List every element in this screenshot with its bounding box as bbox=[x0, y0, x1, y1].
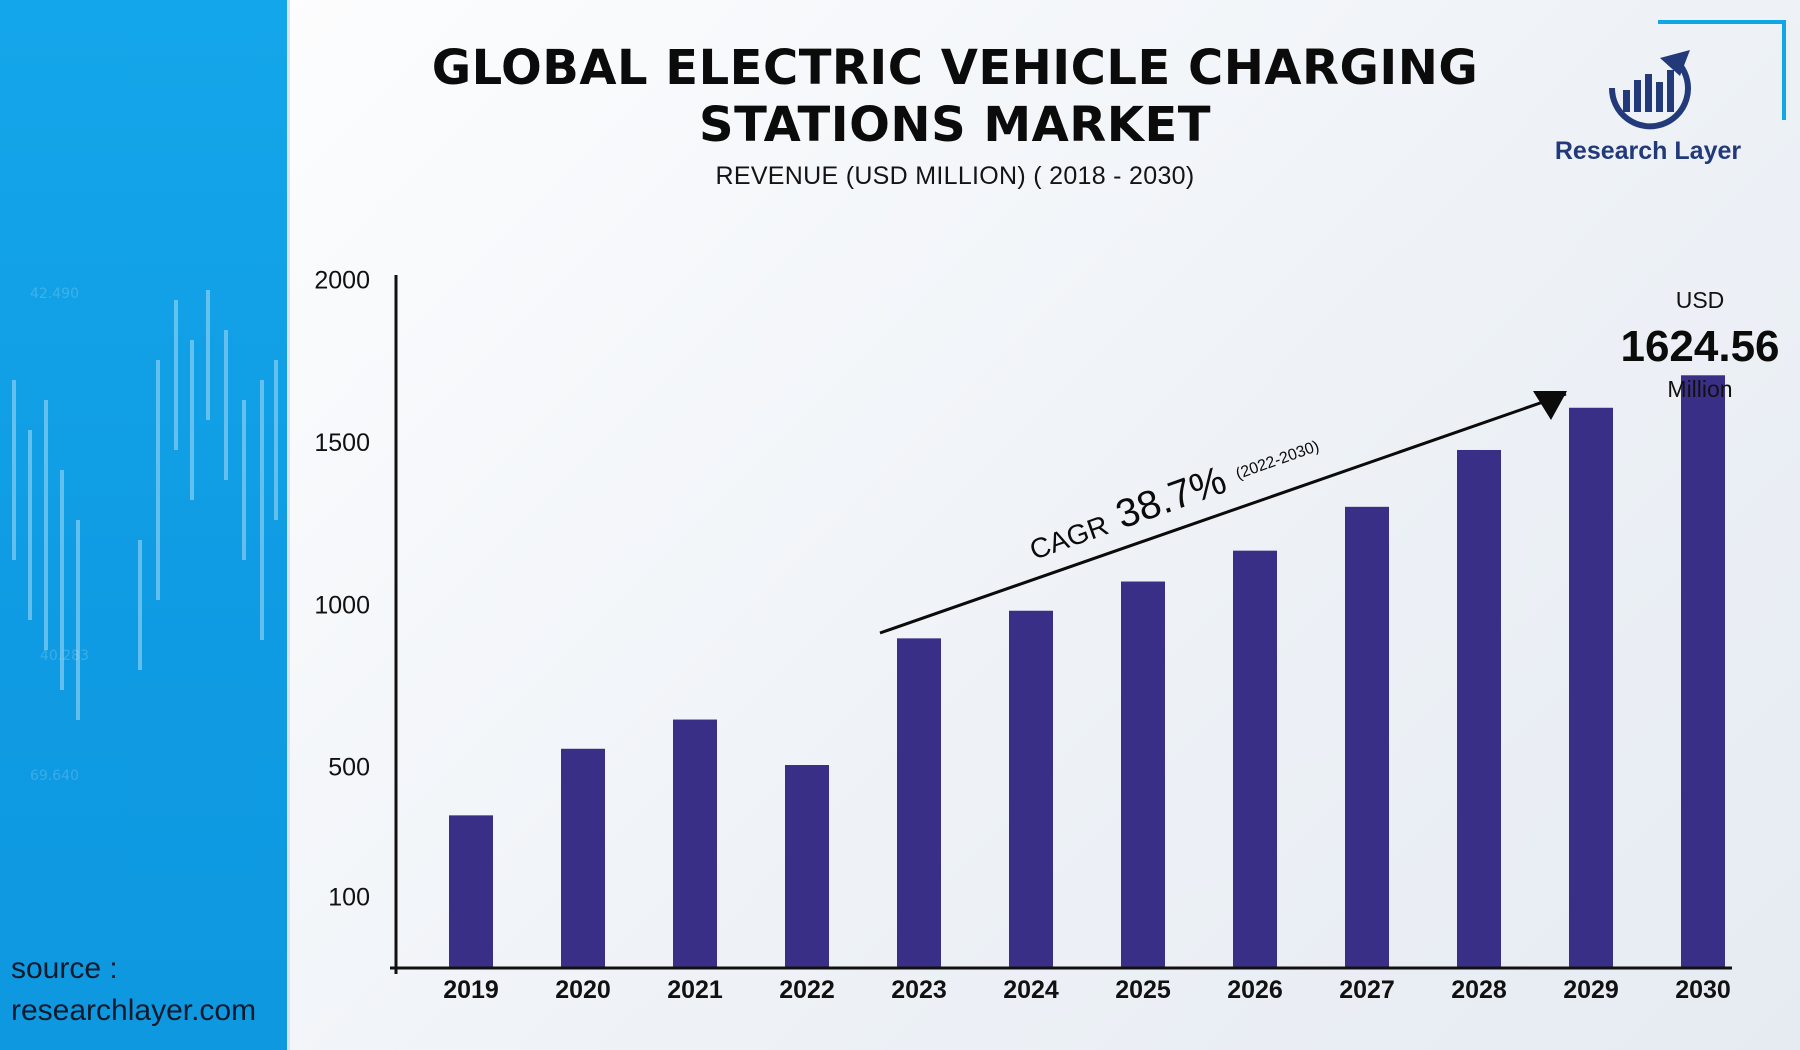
bar-2027 bbox=[1345, 506, 1389, 968]
callout-currency: USD bbox=[1675, 287, 1725, 313]
x-tick-label: 2028 bbox=[1451, 976, 1507, 1004]
x-tick-label: 2029 bbox=[1563, 976, 1619, 1004]
x-tick-label: 2027 bbox=[1339, 976, 1395, 1004]
y-tick-label: 500 bbox=[328, 754, 370, 782]
bar-2028 bbox=[1457, 449, 1501, 968]
x-tick-label: 2025 bbox=[1115, 976, 1171, 1004]
svg-text:69.640: 69.640 bbox=[30, 768, 79, 784]
callout-value: 1624.56 bbox=[1620, 322, 1780, 371]
cagr-text: CAGR 38.7% (2022-2030) bbox=[1022, 425, 1326, 569]
cagr-value: 38.7% bbox=[1110, 458, 1232, 537]
source-note: source : researchlayer.com bbox=[11, 948, 256, 1032]
bar-2030 bbox=[1681, 375, 1725, 969]
bar-2024 bbox=[1009, 610, 1053, 968]
bar-2025 bbox=[1121, 581, 1165, 968]
bar-chart-globe-icon bbox=[1608, 50, 1691, 130]
x-tick-label: 2021 bbox=[667, 976, 723, 1004]
brand-logo bbox=[1608, 20, 1786, 130]
x-tick-label: 2020 bbox=[555, 976, 611, 1004]
cagr-arrow-line bbox=[879, 392, 1567, 635]
x-tick-label: 2022 bbox=[779, 976, 835, 1004]
stock-chart-backdrop: 42.490 40.283 69.640 bbox=[12, 286, 278, 784]
x-tick-label: 2024 bbox=[1003, 976, 1059, 1004]
bar-2023 bbox=[897, 638, 941, 968]
source-label: source : bbox=[11, 952, 118, 985]
bar-2029 bbox=[1569, 407, 1613, 968]
source-site[interactable]: researchlayer.com bbox=[11, 994, 257, 1027]
side-panel: 42.490 40.283 69.640 bbox=[0, 0, 287, 1050]
x-tick-label: 2023 bbox=[891, 976, 947, 1004]
chart-subtitle: REVENUE (USD MILLION) ( 2018 - 2030) bbox=[715, 162, 1195, 190]
chart-title: GLOBAL ELECTRIC VEHICLE CHARGING STATION… bbox=[431, 40, 1479, 153]
y-tick-label: 100 bbox=[328, 884, 370, 912]
callout-unit: Million bbox=[1667, 376, 1733, 402]
side-divider bbox=[287, 0, 290, 1050]
y-tick-label: 2000 bbox=[314, 266, 370, 294]
x-tick-label: 2030 bbox=[1675, 976, 1731, 1004]
bar-2020 bbox=[561, 748, 605, 968]
y-tick-label: 1500 bbox=[314, 429, 370, 457]
bar-2022 bbox=[785, 765, 829, 968]
bar-2019 bbox=[449, 815, 493, 968]
logo-frame bbox=[1658, 20, 1786, 120]
cagr-period: (2022-2030) bbox=[1234, 438, 1322, 483]
brand-name: Research Layer bbox=[1554, 137, 1742, 165]
bar-2021 bbox=[673, 719, 717, 968]
svg-text:42.490: 42.490 bbox=[30, 286, 79, 302]
x-tick-label: 2019 bbox=[443, 976, 499, 1004]
x-tick-label: 2026 bbox=[1227, 976, 1283, 1004]
cagr-arrow-head bbox=[1533, 391, 1567, 420]
bar-2026 bbox=[1233, 550, 1277, 968]
y-tick-label: 1000 bbox=[314, 591, 370, 619]
svg-text:40.283: 40.283 bbox=[40, 648, 89, 664]
